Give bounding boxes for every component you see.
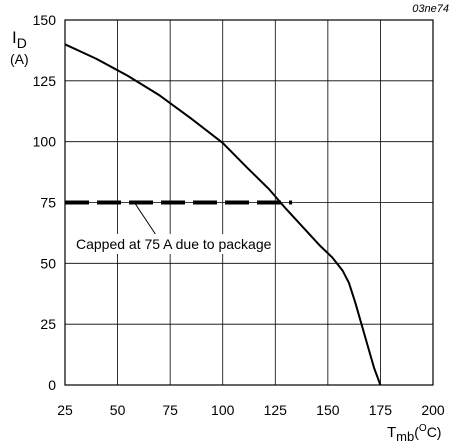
y-tick-label: 25 <box>40 316 56 332</box>
y-tick-label: 100 <box>33 134 57 150</box>
x-axis-label: Tmb(OC) <box>387 423 441 444</box>
y-tick-label: 50 <box>40 255 56 271</box>
x-tick-label: 175 <box>369 402 393 418</box>
y-axis-label: ID <box>12 28 27 51</box>
x-tick-label: 100 <box>211 402 235 418</box>
y-tick-label: 150 <box>33 12 57 28</box>
y-tick-label: 0 <box>48 377 56 393</box>
y-tick-label: 125 <box>33 73 57 89</box>
x-tick-label: 150 <box>316 402 340 418</box>
x-tick-label: 125 <box>264 402 288 418</box>
series-lines <box>64 43 382 386</box>
x-tick-label: 50 <box>110 402 126 418</box>
annotation-text: Capped at 75 A due to package <box>76 236 272 252</box>
y-axis-unit: (A) <box>10 51 29 67</box>
x-tick-label: 25 <box>57 402 73 418</box>
annotation-pointer <box>133 202 156 235</box>
y-tick-label: 75 <box>40 195 56 211</box>
x-tick-label: 200 <box>421 402 445 418</box>
x-tick-label: 75 <box>162 402 178 418</box>
x-tick-labels: 25 50 75 100 125 150 175 200 <box>57 402 445 418</box>
drain-current-curve <box>64 43 382 386</box>
y-tick-labels: 0 25 50 75 100 125 150 <box>33 12 57 393</box>
figure-id: 03ne74 <box>412 3 449 15</box>
annotation-background <box>73 234 275 254</box>
